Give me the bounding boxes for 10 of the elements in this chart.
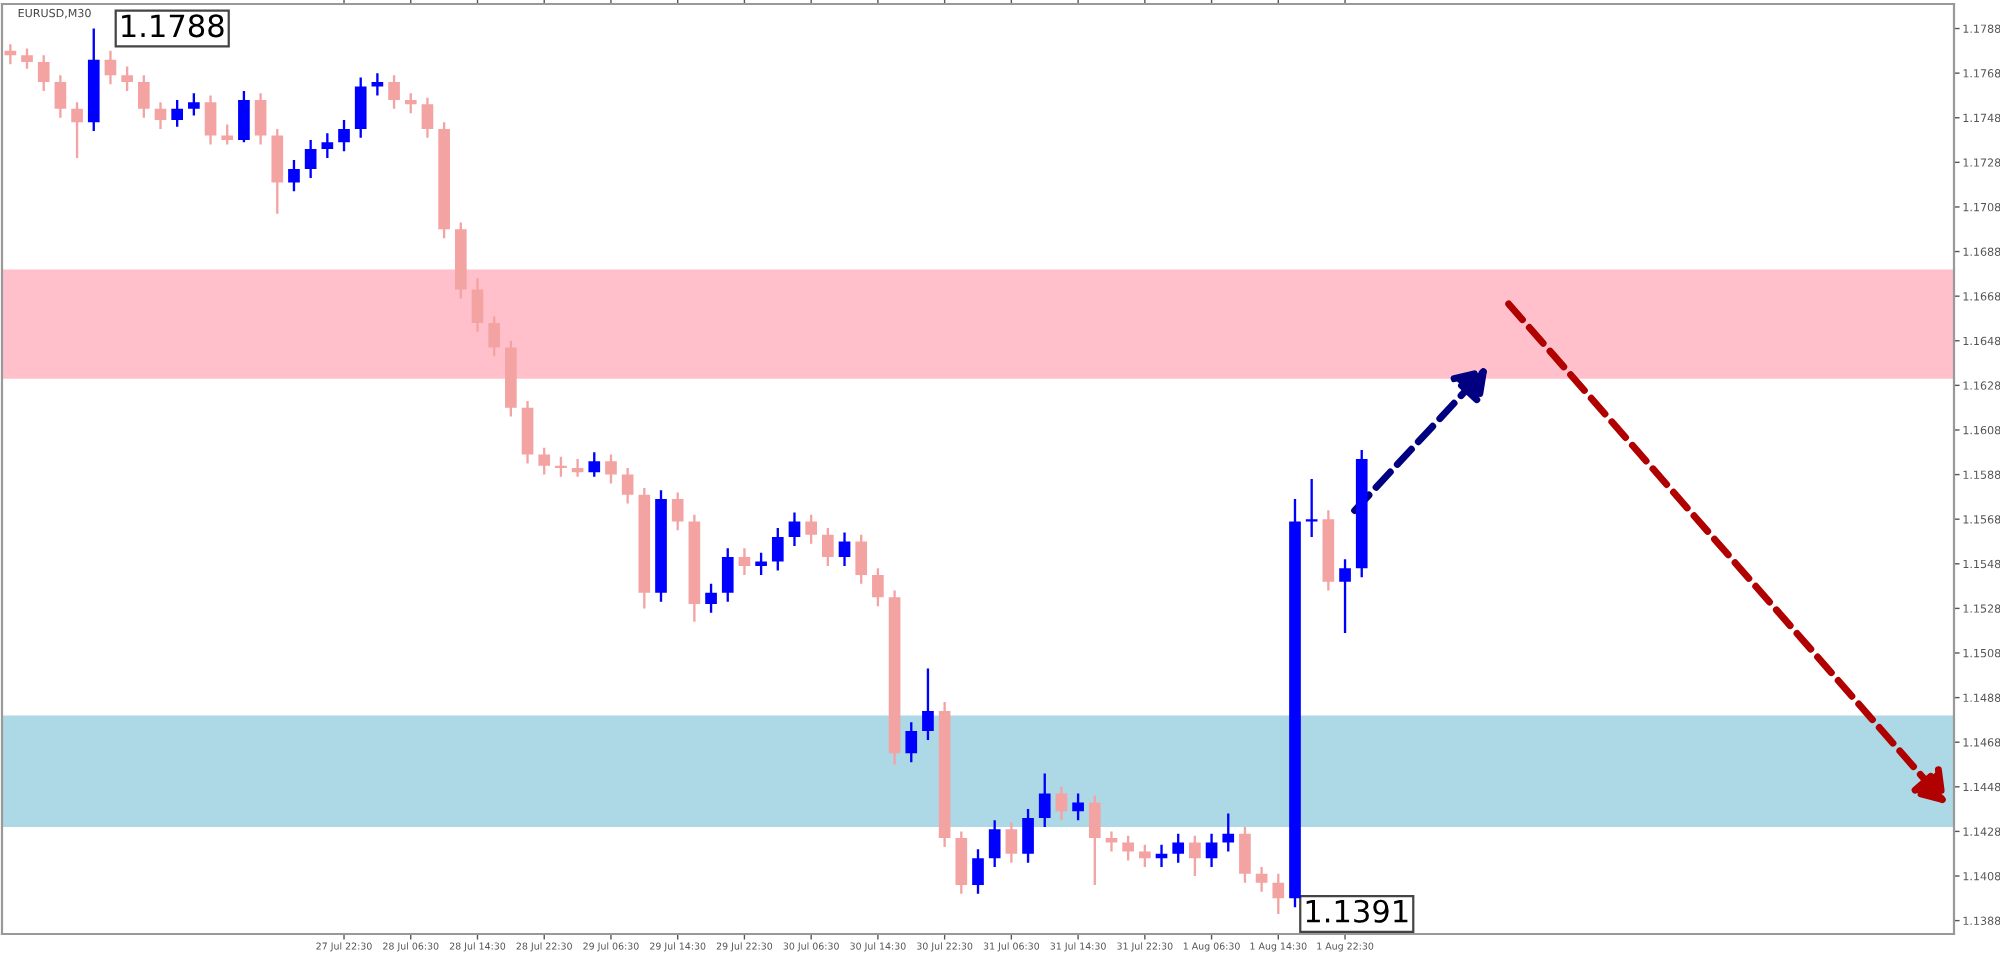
candlestick <box>371 73 384 96</box>
annotation: 1.1391 <box>1306 899 1408 923</box>
candlestick <box>321 133 334 158</box>
candlestick <box>4 44 17 65</box>
candlestick <box>1255 867 1268 892</box>
candlestick <box>571 458 584 477</box>
annotation: 1.1788 <box>122 14 224 38</box>
candlestick <box>1155 844 1168 868</box>
candlestick <box>1105 831 1118 852</box>
candlestick <box>738 548 751 575</box>
